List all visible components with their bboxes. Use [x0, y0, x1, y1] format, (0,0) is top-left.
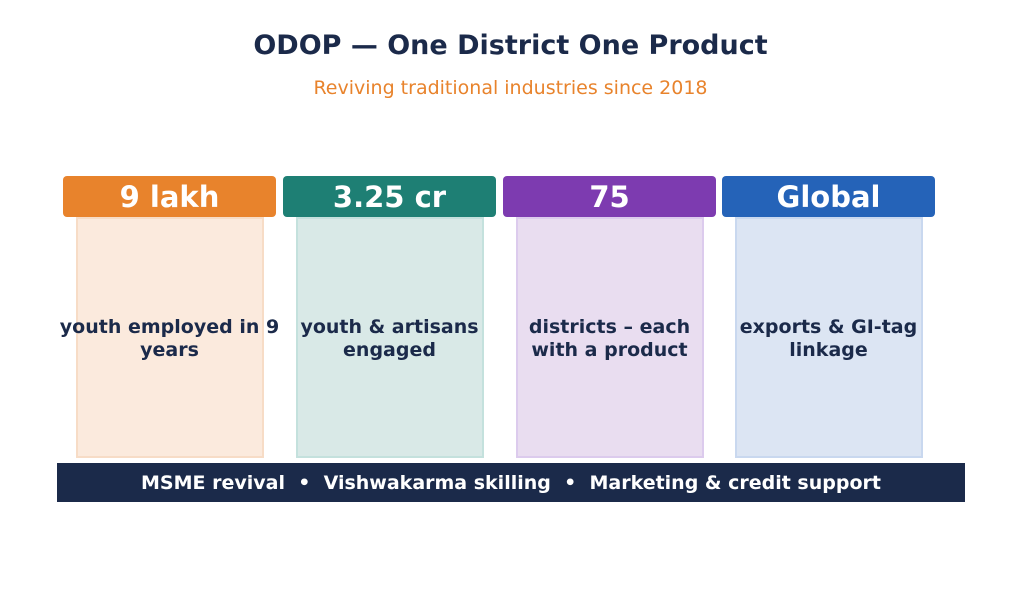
- card-body: [76, 217, 264, 458]
- card-value: 3.25 cr: [283, 176, 496, 217]
- title: ODOP — One District One Product: [253, 30, 768, 61]
- stat-card: 3.25 cr youth & artisans engaged: [283, 176, 496, 458]
- card-value: Global: [722, 176, 935, 217]
- stat-card: Global exports & GI-tag linkage: [722, 176, 935, 458]
- stat-card: 75 districts – each with a product: [503, 176, 716, 458]
- card-value: 75: [503, 176, 716, 217]
- card-label: youth employed in 9 years: [59, 316, 280, 361]
- card-label: exports & GI-tag linkage: [739, 316, 918, 361]
- stat-card: 9 lakh youth employed in 9 years: [60, 176, 279, 458]
- card-value: 9 lakh: [63, 176, 276, 217]
- card-body: [516, 217, 704, 458]
- subtitle: Reviving traditional industries since 20…: [313, 77, 708, 99]
- card-body: [296, 217, 484, 458]
- card-label: districts – each with a product: [528, 316, 691, 361]
- footer-banner: MSME revival • Vishwakarma skilling • Ma…: [57, 463, 965, 502]
- card-label: youth & artisans engaged: [300, 316, 479, 361]
- card-body: [735, 217, 923, 458]
